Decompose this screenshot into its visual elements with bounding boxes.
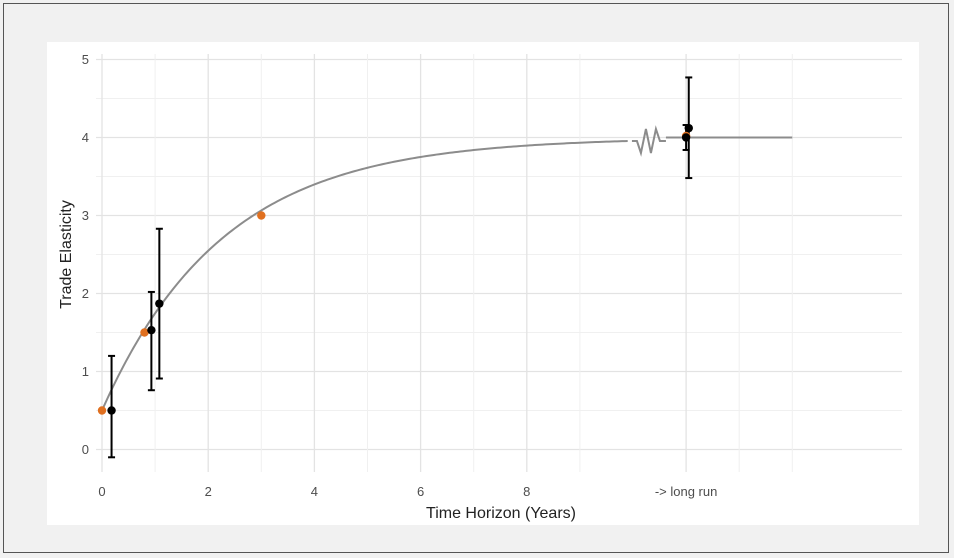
orange-point (97, 406, 107, 415)
x-axis-title: Time Horizon (Years) (426, 505, 576, 522)
axis-break-zigzag (631, 125, 666, 157)
orange-point (140, 328, 149, 337)
data-points (97, 123, 693, 415)
x-tick-label: 8 (523, 484, 530, 499)
y-tick-label: 3 (82, 208, 89, 223)
y-tick-label: 0 (82, 442, 89, 457)
y-tick-label: 5 (82, 52, 89, 67)
black-point (684, 123, 693, 133)
black-point (155, 299, 164, 308)
orange-point (257, 211, 266, 220)
y-axis-title: Trade Elasticity (58, 200, 75, 309)
tick-labels: 0 2 4 6 8 -> long run 0 1 2 3 4 5 (82, 52, 718, 499)
x-tick-label: 4 (311, 484, 318, 499)
y-tick-label: 2 (82, 286, 89, 301)
plot-panel: 0 2 4 6 8 -> long run 0 1 2 3 4 5 Time Horizon (Yea… (47, 42, 919, 525)
grid (96, 54, 902, 472)
x-tick-label: -> long run (655, 484, 718, 499)
y-tick-label: 1 (82, 364, 89, 379)
figure-frame: 0 2 4 6 8 -> long run 0 1 2 3 4 5 Time Horizon (Yea… (3, 3, 949, 553)
error-bar (147, 290, 155, 392)
black-point (681, 133, 691, 142)
curve-line (101, 140, 628, 411)
elasticity-chart: 0 2 4 6 8 -> long run 0 1 2 3 4 5 Time Horizon (Yea… (58, 52, 902, 522)
y-tick-label: 4 (82, 130, 89, 145)
x-tick-label: 2 (205, 484, 212, 499)
error-bars (108, 76, 693, 459)
black-point (147, 325, 156, 335)
x-tick-label: 0 (98, 484, 105, 499)
black-point (107, 406, 116, 415)
x-tick-label: 6 (417, 484, 424, 499)
